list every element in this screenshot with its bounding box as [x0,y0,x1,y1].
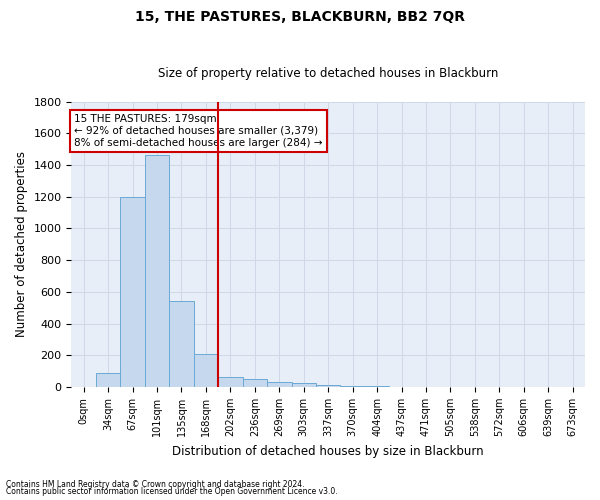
Bar [96,374,121,387]
Bar [340,386,365,387]
X-axis label: Distribution of detached houses by size in Blackburn: Distribution of detached houses by size … [172,444,484,458]
Bar [145,156,169,387]
Bar [121,196,145,387]
Bar [316,386,340,387]
Bar [218,376,242,387]
Bar [169,302,194,387]
Bar [292,382,316,387]
Title: Size of property relative to detached houses in Blackburn: Size of property relative to detached ho… [158,66,499,80]
Text: 15 THE PASTURES: 179sqm
← 92% of detached houses are smaller (3,379)
8% of semi-: 15 THE PASTURES: 179sqm ← 92% of detache… [74,114,322,148]
Y-axis label: Number of detached properties: Number of detached properties [15,151,28,337]
Bar [242,380,267,387]
Text: Contains public sector information licensed under the Open Government Licence v3: Contains public sector information licen… [6,487,338,496]
Text: 15, THE PASTURES, BLACKBURN, BB2 7QR: 15, THE PASTURES, BLACKBURN, BB2 7QR [135,10,465,24]
Bar [267,382,292,387]
Bar [194,354,218,387]
Text: Contains HM Land Registry data © Crown copyright and database right 2024.: Contains HM Land Registry data © Crown c… [6,480,305,489]
